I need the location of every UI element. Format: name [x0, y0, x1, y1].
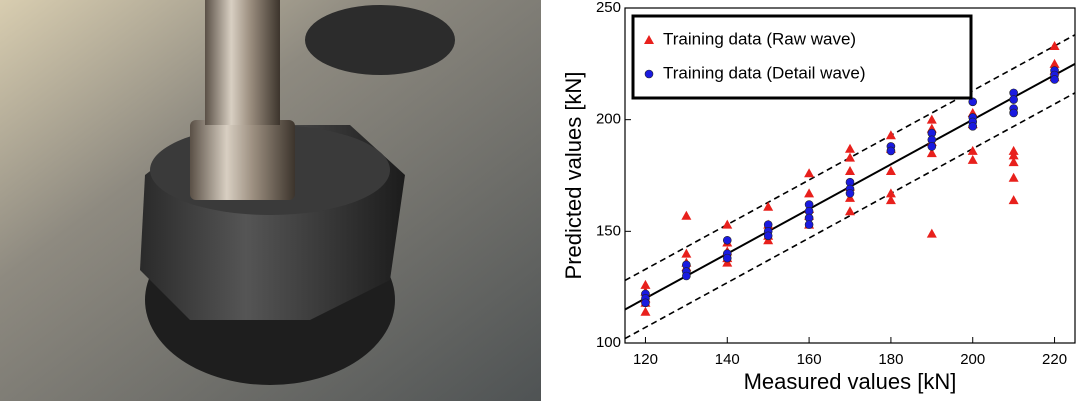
point	[887, 147, 895, 155]
point	[846, 189, 854, 197]
point	[886, 130, 896, 139]
reference-line	[625, 93, 1075, 339]
point	[722, 220, 732, 229]
series	[641, 67, 1058, 307]
point	[681, 211, 691, 220]
point	[641, 299, 649, 307]
point	[845, 206, 855, 215]
point	[845, 166, 855, 175]
page: {"chart_data": {"type": "scatter", "xlab…	[0, 0, 1078, 401]
point	[805, 221, 813, 229]
y-tick-label: 200	[596, 111, 621, 128]
photo-connector	[205, 0, 280, 125]
point	[723, 236, 731, 244]
point	[969, 122, 977, 130]
point	[927, 229, 937, 238]
y-tick-label: 150	[596, 222, 621, 239]
figure: 120 140 160 180 200 220 100 150 200 250 Measured v…	[0, 0, 1078, 401]
photo-object	[305, 5, 455, 75]
y-tick-label: 250	[596, 0, 621, 16]
point	[682, 272, 690, 280]
legend-marker	[645, 70, 653, 78]
point	[804, 188, 814, 197]
point	[1009, 173, 1019, 182]
point	[764, 232, 772, 240]
x-tick-label: 220	[1042, 351, 1067, 368]
point	[640, 307, 650, 316]
point	[845, 144, 855, 153]
legend-label: Training data (Raw wave)	[663, 29, 856, 48]
point	[927, 115, 937, 124]
point	[1009, 195, 1019, 204]
x-tick-label: 160	[797, 351, 822, 368]
photo-knurl	[190, 120, 295, 200]
point	[928, 142, 936, 150]
legend-box	[633, 16, 971, 98]
point	[763, 202, 773, 211]
point	[1010, 96, 1018, 104]
y-tick-label: 100	[596, 334, 621, 351]
point	[1051, 75, 1059, 83]
point	[1050, 41, 1060, 50]
point	[968, 155, 978, 164]
point	[723, 254, 731, 262]
photo	[0, 0, 541, 401]
y-axis-label: Predicted values [kN]	[561, 72, 586, 280]
x-tick-label: 140	[715, 351, 740, 368]
legend-label: Training data (Detail wave)	[663, 63, 866, 82]
chart: 120 140 160 180 200 220 100 150 200 250 Measured v…	[561, 0, 1075, 394]
point	[804, 168, 814, 177]
point	[845, 153, 855, 162]
x-tick-label: 200	[960, 351, 985, 368]
x-tick-label: 180	[878, 351, 903, 368]
point	[681, 249, 691, 258]
point	[1010, 109, 1018, 117]
x-axis-label: Measured values [kN]	[744, 369, 957, 394]
x-tick-label: 120	[633, 351, 658, 368]
